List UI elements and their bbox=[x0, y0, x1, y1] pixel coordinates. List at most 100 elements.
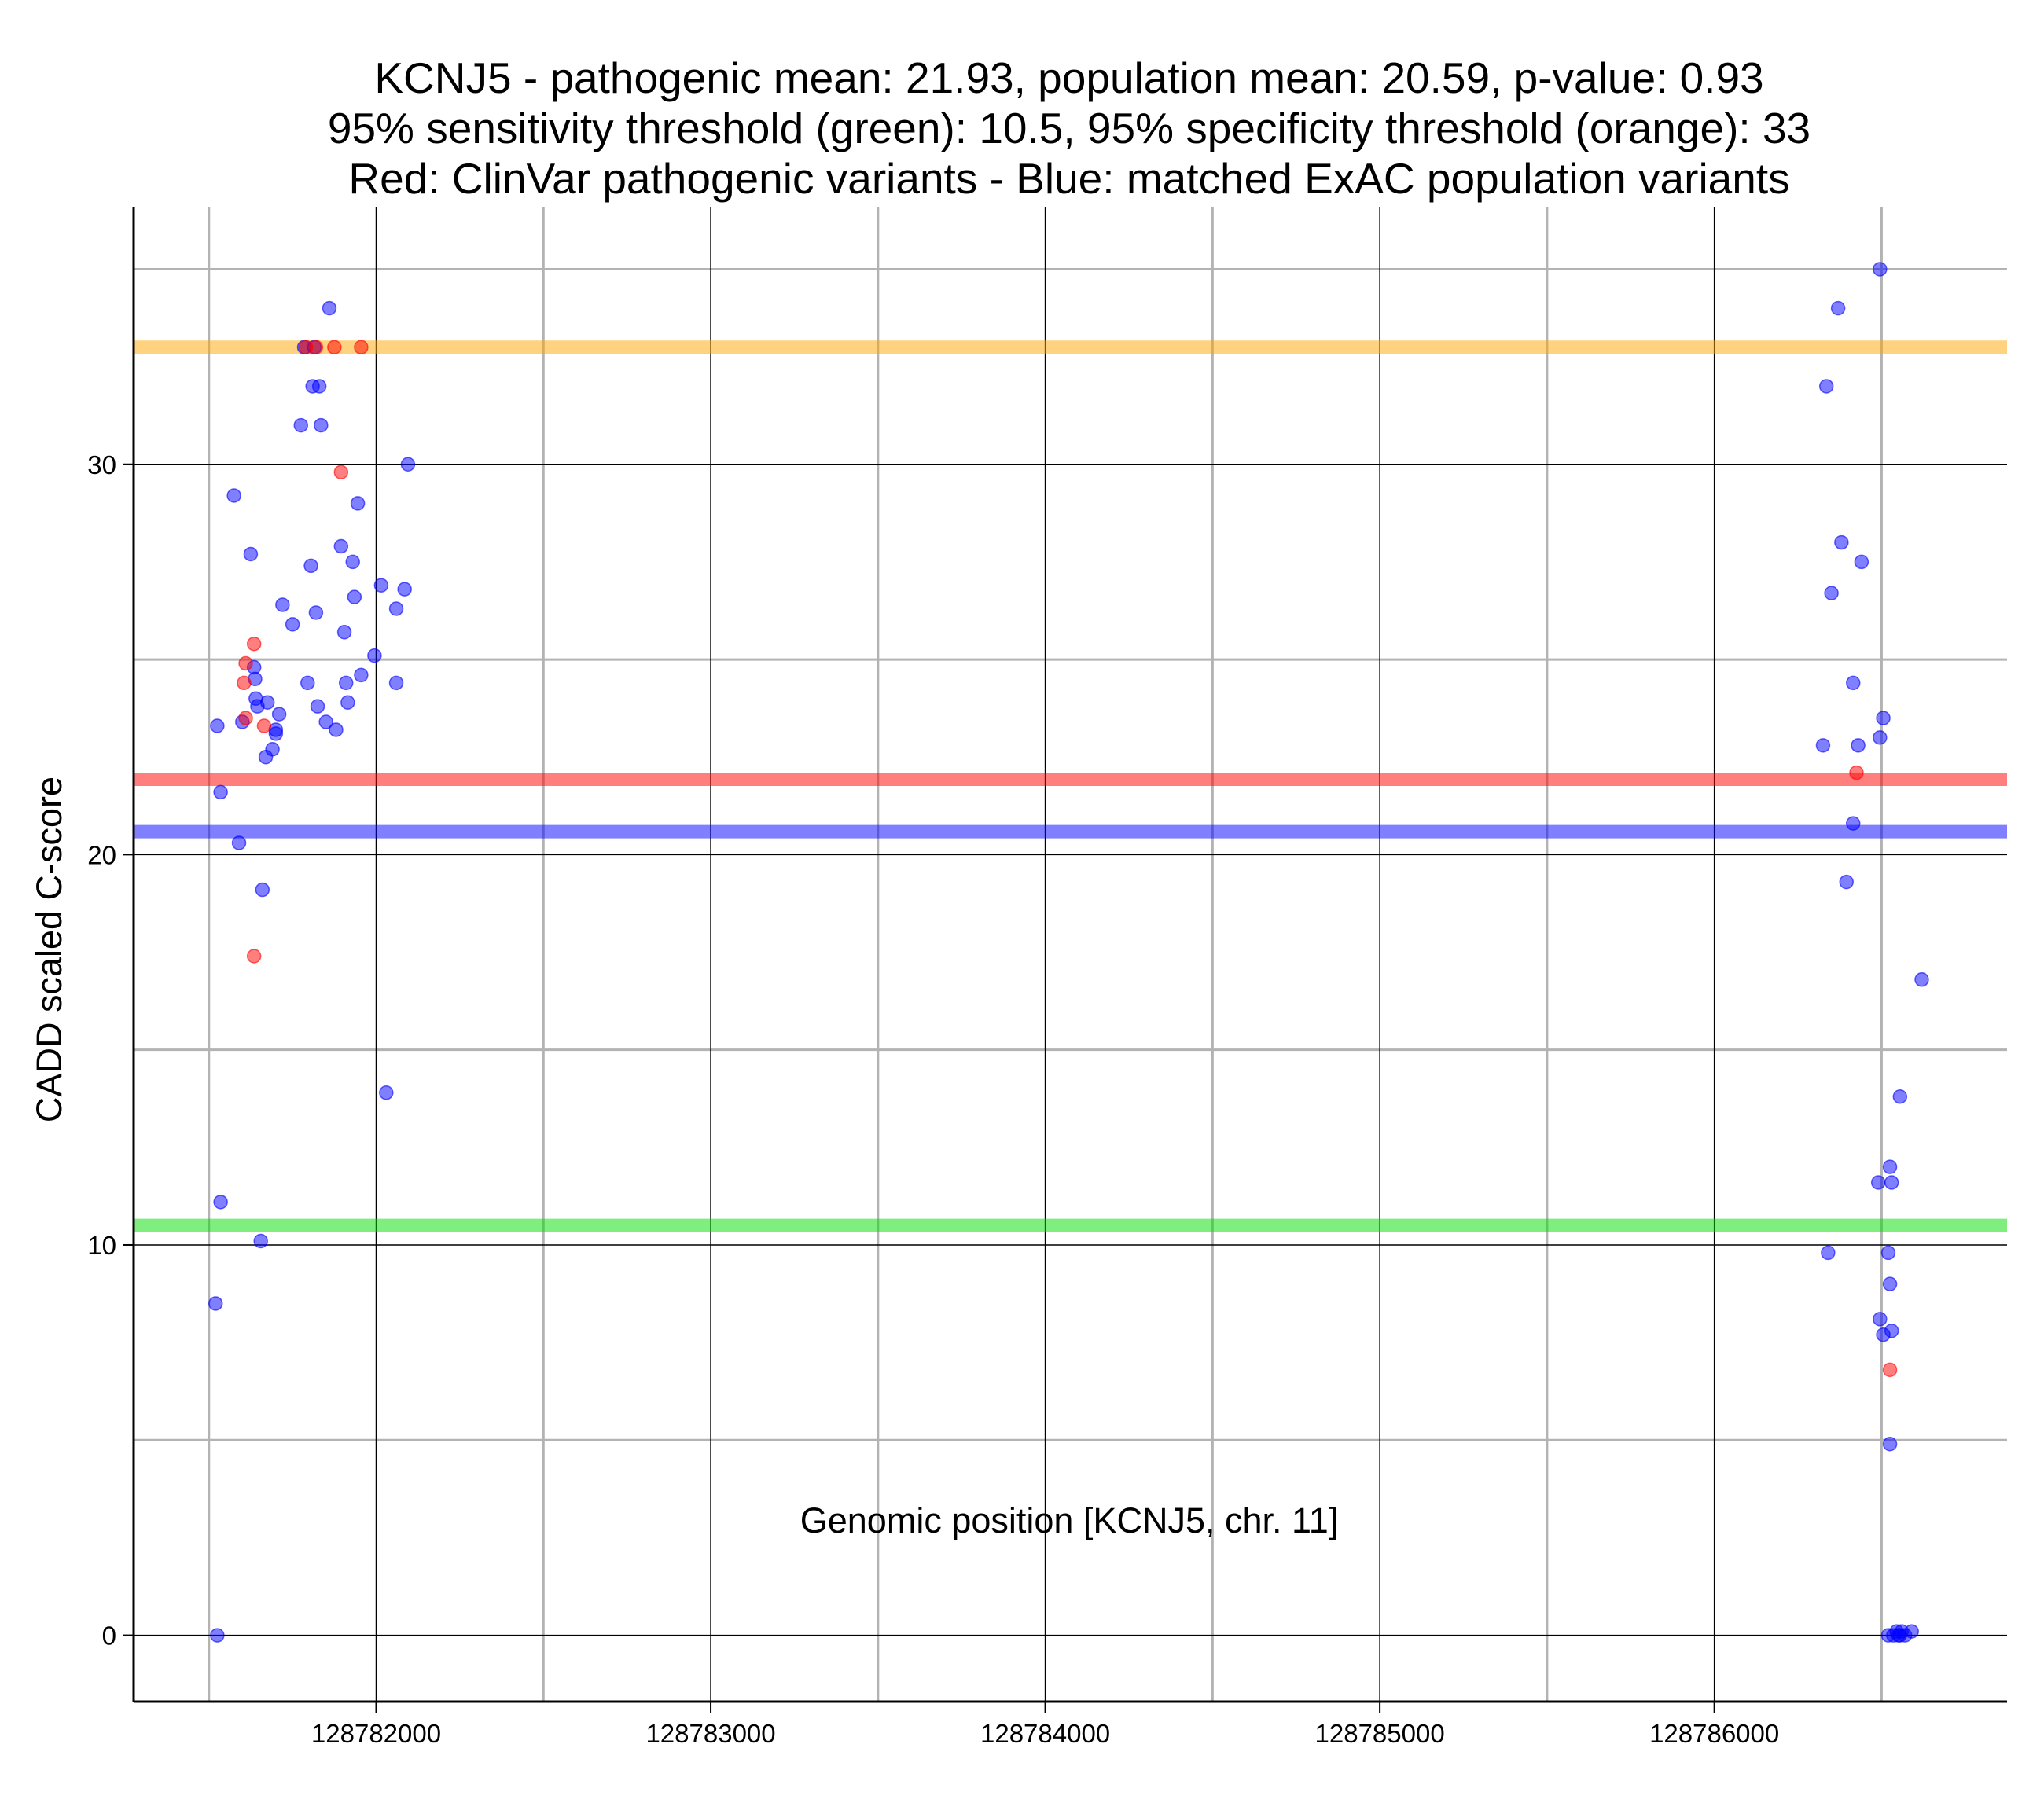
y-axis-label: CADD scaled C-score bbox=[29, 777, 69, 1122]
pathogenic-point bbox=[238, 711, 253, 725]
title-line-3: Red: ClinVar pathogenic variants - Blue:… bbox=[348, 154, 1789, 203]
axes bbox=[132, 207, 2007, 1703]
population-point bbox=[226, 488, 241, 503]
population-point bbox=[1834, 534, 1849, 550]
population-point bbox=[210, 1628, 225, 1643]
population-point bbox=[253, 1233, 268, 1249]
population-point bbox=[210, 718, 225, 733]
population-point bbox=[268, 726, 284, 741]
population-point bbox=[265, 742, 280, 757]
population-point bbox=[1876, 711, 1891, 725]
population-point bbox=[308, 605, 324, 620]
x-tick-label: 128784000 bbox=[980, 1719, 1110, 1748]
population-point bbox=[1846, 816, 1861, 831]
population-point bbox=[275, 597, 290, 612]
x-tick-label: 128782000 bbox=[311, 1719, 441, 1748]
population-point bbox=[1851, 738, 1866, 753]
population-point bbox=[231, 835, 247, 850]
population-point bbox=[208, 1296, 223, 1311]
pathogenic-point bbox=[1882, 1362, 1898, 1378]
x-axis-ticks: 128782000 128783000 128784000 128785000 1287… bbox=[311, 1702, 1779, 1748]
population-point bbox=[329, 722, 344, 737]
population-point bbox=[1870, 1175, 1886, 1190]
population-point bbox=[1873, 262, 1888, 277]
y-tick-label: 10 bbox=[87, 1231, 116, 1260]
population-point bbox=[347, 589, 362, 604]
pathogenic-point bbox=[308, 340, 324, 355]
population-point bbox=[400, 457, 416, 472]
reference-lines bbox=[134, 340, 2007, 1232]
pathogenic-point bbox=[354, 340, 369, 355]
x-axis-label: Genomic position [KCNJ5, chr. 11] bbox=[800, 1500, 1338, 1540]
population-point bbox=[1854, 554, 1869, 570]
pathogenic-point bbox=[1849, 765, 1864, 780]
major-grid bbox=[134, 207, 2007, 1702]
title-line-1: KCNJ5 - pathogenic mean: 21.93, populati… bbox=[374, 53, 1763, 102]
y-tick-label: 20 bbox=[87, 840, 116, 869]
population-point bbox=[397, 582, 412, 597]
population-point bbox=[379, 1085, 394, 1100]
x-tick-label: 128785000 bbox=[1315, 1719, 1445, 1748]
population-point bbox=[1882, 1159, 1898, 1174]
population-point bbox=[1880, 1245, 1896, 1261]
pathogenic-point bbox=[246, 636, 262, 652]
population-point bbox=[333, 538, 349, 554]
population-point bbox=[213, 1195, 228, 1210]
population-point bbox=[350, 496, 366, 511]
population-point bbox=[388, 675, 404, 691]
data-points bbox=[208, 262, 1929, 1643]
population-point bbox=[1873, 1312, 1888, 1327]
population-point bbox=[310, 699, 325, 714]
population-point bbox=[340, 695, 355, 710]
population-point bbox=[1839, 874, 1854, 890]
population-point bbox=[1815, 738, 1831, 753]
population-point bbox=[354, 667, 369, 683]
population-point bbox=[318, 714, 333, 729]
population-point bbox=[1821, 1245, 1836, 1261]
pathogenic-point bbox=[238, 655, 253, 671]
title-line-2: 95% sensitivity threshold (green): 10.5,… bbox=[328, 104, 1811, 152]
pathogenic-point bbox=[333, 465, 349, 479]
y-axis-ticks: 0 10 20 30 bbox=[87, 450, 134, 1651]
population-point bbox=[1884, 1323, 1899, 1338]
pathogenic-point bbox=[237, 675, 252, 691]
population-point bbox=[322, 300, 337, 316]
y-tick-label: 30 bbox=[87, 450, 116, 479]
population-point bbox=[293, 417, 309, 433]
pathogenic-point bbox=[256, 718, 272, 733]
population-point bbox=[367, 648, 382, 663]
x-tick-label: 128783000 bbox=[645, 1719, 775, 1748]
population-point bbox=[388, 601, 404, 616]
population-point bbox=[300, 675, 315, 691]
population-point bbox=[336, 625, 352, 640]
population-point bbox=[271, 707, 287, 722]
population-point bbox=[1824, 586, 1839, 600]
chart-title: KCNJ5 - pathogenic mean: 21.93, populati… bbox=[328, 53, 1811, 203]
population-point bbox=[303, 558, 318, 574]
population-point bbox=[1818, 379, 1834, 394]
population-point bbox=[373, 578, 389, 593]
x-tick-label: 128786000 bbox=[1649, 1719, 1779, 1748]
population-point bbox=[213, 784, 228, 800]
y-tick-label: 0 bbox=[102, 1621, 116, 1651]
population-point bbox=[1882, 1276, 1898, 1291]
population-point bbox=[255, 882, 270, 898]
population-point bbox=[1882, 1436, 1898, 1452]
population-point bbox=[345, 554, 360, 570]
population-point bbox=[259, 695, 275, 710]
minor-grid bbox=[134, 207, 2007, 1702]
population-point bbox=[1914, 972, 1929, 987]
population-point bbox=[243, 546, 259, 562]
population-point bbox=[1873, 730, 1888, 745]
population-point bbox=[1904, 1624, 1919, 1639]
population-point bbox=[338, 675, 354, 691]
population-point bbox=[314, 417, 329, 433]
pathogenic-point bbox=[246, 949, 262, 964]
population-point bbox=[1830, 300, 1846, 316]
population-point bbox=[311, 379, 327, 394]
pathogenic-point bbox=[327, 340, 342, 355]
population-point bbox=[1846, 675, 1861, 691]
population-point bbox=[285, 617, 300, 632]
